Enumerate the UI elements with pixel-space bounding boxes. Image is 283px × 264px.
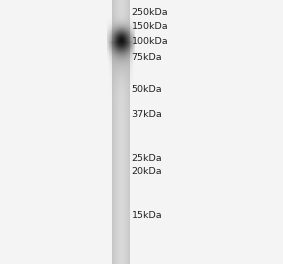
Text: 37kDa: 37kDa (132, 110, 162, 119)
Text: 150kDa: 150kDa (132, 22, 168, 31)
Text: 100kDa: 100kDa (132, 37, 168, 46)
Text: 50kDa: 50kDa (132, 85, 162, 94)
Text: 75kDa: 75kDa (132, 53, 162, 62)
Text: 250kDa: 250kDa (132, 8, 168, 17)
Text: 20kDa: 20kDa (132, 167, 162, 176)
Text: 15kDa: 15kDa (132, 211, 162, 220)
Text: 25kDa: 25kDa (132, 154, 162, 163)
